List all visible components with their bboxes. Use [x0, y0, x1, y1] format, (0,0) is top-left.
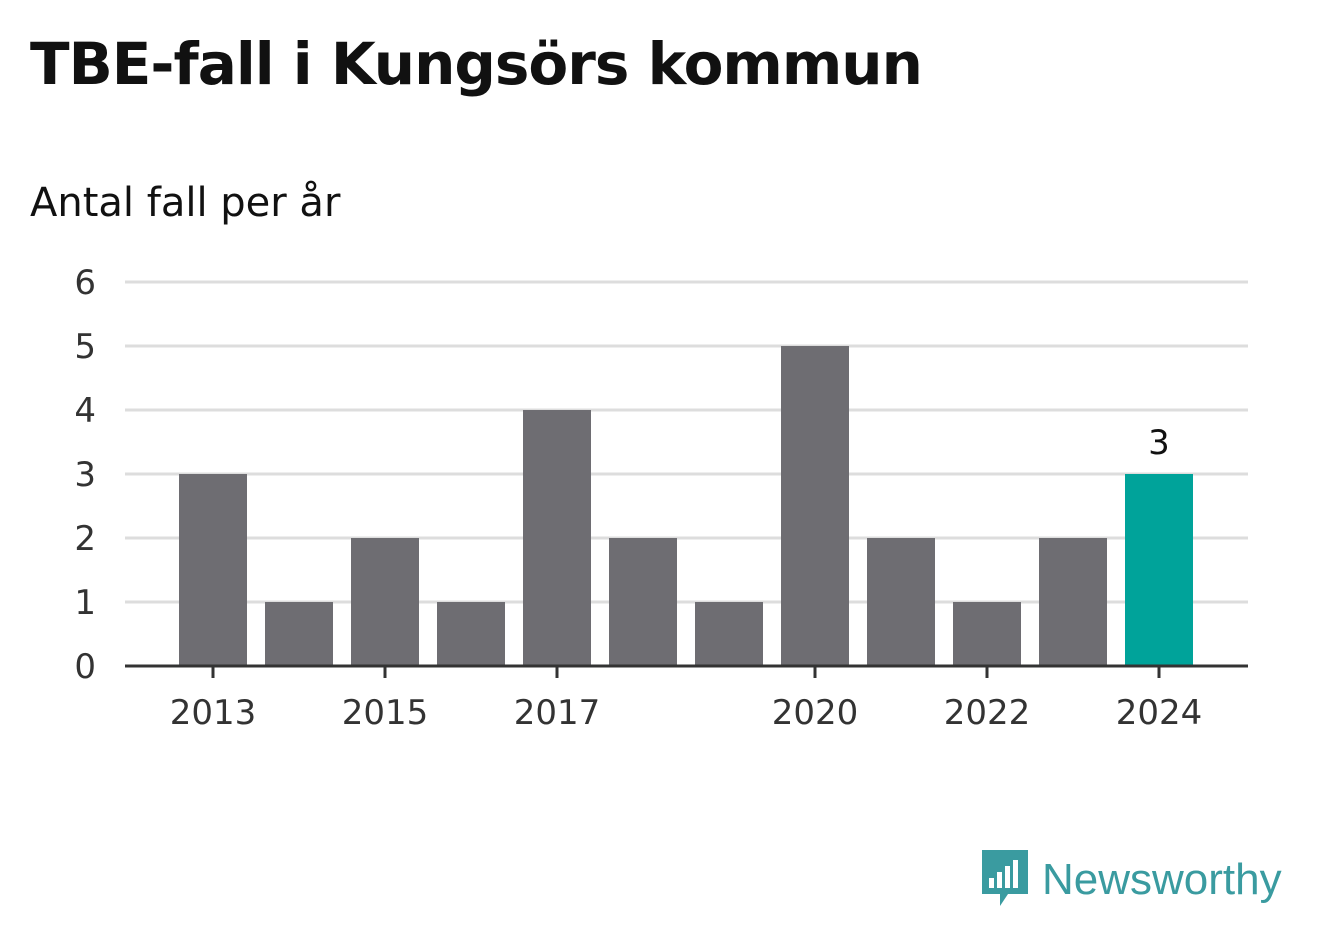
- bar-2018: [609, 538, 677, 666]
- bar-2024: [1125, 474, 1193, 666]
- chart-subtitle: Antal fall per år: [30, 180, 341, 226]
- x-tick-label: 2017: [514, 693, 601, 733]
- y-tick-label: 0: [74, 647, 96, 687]
- brand-name: Newsworthy: [1042, 855, 1282, 904]
- y-tick-label: 4: [74, 391, 96, 431]
- bar-2015: [351, 538, 419, 666]
- data-labels: 3: [1148, 423, 1170, 463]
- bar-2014: [265, 602, 333, 666]
- bar-2013: [179, 474, 247, 666]
- x-tick-label: 2022: [944, 693, 1031, 733]
- y-tick-label: 3: [74, 455, 96, 495]
- x-tick-label: 2020: [772, 693, 859, 733]
- x-axis: 2013 2015 2017 2020 2022 2024: [125, 664, 1248, 733]
- y-tick-label: 2: [74, 519, 96, 559]
- bar-2019: [695, 602, 763, 666]
- x-tick-label: 2013: [170, 693, 257, 733]
- x-tick-label: 2015: [342, 693, 429, 733]
- bar-2016: [437, 602, 505, 666]
- chart-title: TBE-fall i Kungsörs kommun: [30, 30, 923, 98]
- bar-2022: [953, 602, 1021, 666]
- bar-2021: [867, 538, 935, 666]
- bar-2020: [781, 346, 849, 666]
- bar-chart: 0 1 2 3 4 5 6 2013 2015 2017 2020 2022 2024 3: [74, 263, 1248, 733]
- bars: [179, 346, 1193, 666]
- bar-2017: [523, 410, 591, 666]
- y-tick-label: 1: [74, 583, 96, 623]
- newsworthy-logo: Newsworthy: [980, 850, 1282, 910]
- y-axis-ticks: 0 1 2 3 4 5 6: [74, 263, 96, 687]
- data-label: 3: [1148, 423, 1170, 463]
- bar-chart-speech-bubble-icon: [980, 848, 1030, 912]
- x-tick-label: 2024: [1116, 693, 1203, 733]
- y-tick-label: 6: [74, 263, 96, 303]
- y-tick-label: 5: [74, 327, 96, 367]
- bar-2023: [1039, 538, 1107, 666]
